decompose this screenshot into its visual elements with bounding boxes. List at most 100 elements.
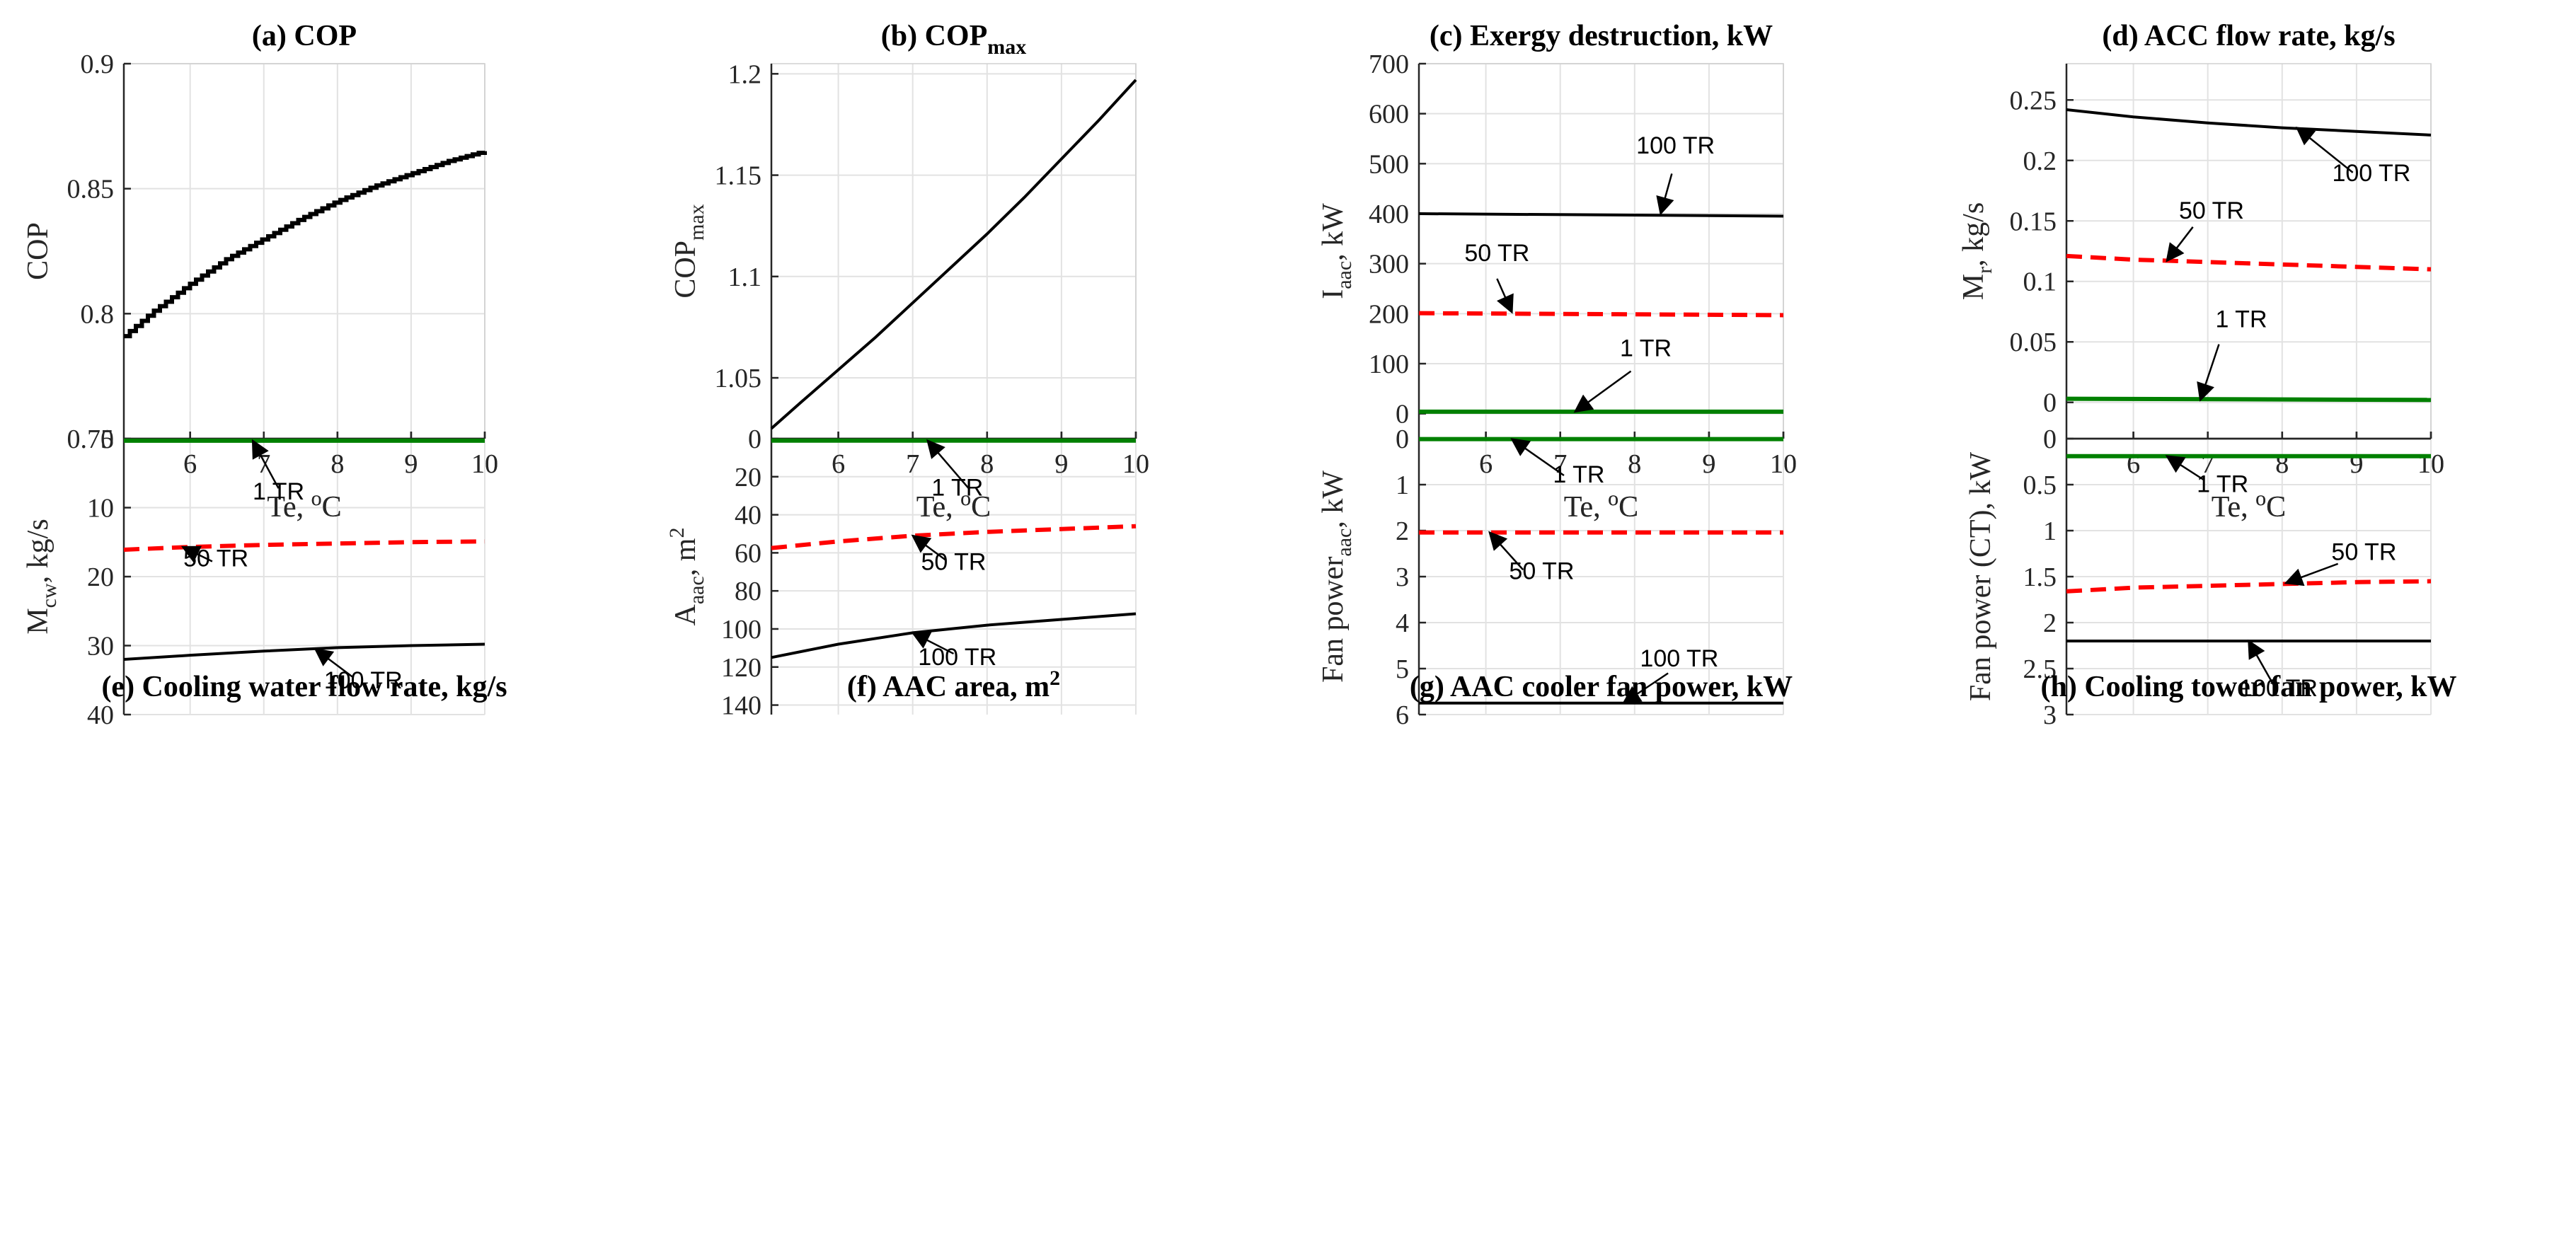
y-tick-label: 0.2: [2023, 146, 2057, 176]
y-tick-label: 30: [87, 632, 114, 662]
series-line: [2066, 579, 2432, 594]
x-tick-label: 8: [330, 449, 344, 479]
annotation-arrow: [926, 439, 970, 489]
annotation-label: 100 TR: [2332, 160, 2410, 187]
x-axis-label: Te, oC: [267, 487, 341, 524]
annotation-arrow: [2248, 639, 2276, 688]
y-tick-label: 120: [721, 653, 761, 683]
y-tick-label: 2: [2043, 608, 2057, 638]
annotation-label: 100 TR: [1636, 132, 1715, 159]
annotation-arrow: [1656, 173, 1674, 216]
y-axis-label: Fan power (CT), kW: [1965, 452, 1997, 702]
x-tick-label: 9: [2350, 449, 2363, 479]
x-axis-label: Te, oC: [2212, 487, 2286, 524]
y-axis-label: Mr, kg/s: [1957, 202, 1996, 300]
series-line: [1418, 212, 1784, 218]
annotation-label: 1 TR: [2215, 306, 2267, 333]
series-line: [123, 539, 485, 552]
series-line: [771, 612, 1137, 659]
plot-area: [2066, 63, 2432, 439]
y-tick-label: 40: [735, 501, 761, 531]
y-tick-label: 140: [721, 691, 761, 721]
annotation-label: 1 TR: [2197, 470, 2248, 497]
y-tick-label: 0: [748, 425, 761, 454]
y-tick-label: 200: [1369, 299, 1409, 329]
chart-title: (f) AAC area, m2: [847, 666, 1060, 703]
chart-title: (e) Cooling water flow rate, kg/s: [101, 671, 507, 703]
series-line: [2066, 253, 2432, 272]
chart-title: (c) Exergy destruction, kW: [1430, 20, 1773, 52]
y-tick-label: 1: [2043, 516, 2057, 546]
annotation-arrow: [314, 647, 353, 678]
y-tick-label: 0.05: [2010, 328, 2057, 357]
series-line: [123, 642, 485, 661]
annotation-arrow: [2197, 344, 2220, 402]
y-tick-label: 2: [1396, 516, 1409, 546]
y-tick-label: 400: [1369, 200, 1409, 229]
x-axis-label: Te, oC: [2212, 487, 2286, 524]
annotation-label: 50 TR: [2179, 197, 2244, 224]
annotation-arrow: [1496, 278, 1514, 314]
y-tick-label: 1.2: [728, 59, 762, 89]
y-tick-label: 20: [87, 562, 114, 592]
x-tick-label: 6: [2127, 449, 2140, 479]
x-tick-label: 7: [906, 449, 919, 479]
annotation-label: 100 TR: [324, 667, 403, 694]
annotation-label: 1 TR: [253, 478, 304, 505]
annotation-label: 1 TR: [1553, 461, 1604, 488]
annotation-arrow: [1621, 672, 1669, 705]
chart-title: (h) Cooling tower fan power, kW: [2040, 671, 2456, 703]
chart-title: (a) COP: [252, 20, 357, 52]
y-tick-label: 500: [1369, 149, 1409, 179]
annotation-arrow: [2284, 562, 2339, 587]
y-axis-label: COPmax: [669, 204, 708, 298]
x-tick-label: 9: [404, 449, 418, 479]
series-line: [2066, 396, 2432, 403]
x-tick-label: 10: [471, 449, 498, 479]
chart-panel-2: 6 7 8 9 10 1.05 1.1 1.15 1.2 (b) COPmax Te, oC COPm…: [669, 20, 1149, 524]
y-axis-label: Aaac, m2: [665, 528, 708, 626]
annotation-arrow: [1488, 531, 1524, 571]
y-axis-label: Fan poweraac, kW: [1317, 470, 1356, 683]
plot-area: [771, 63, 1137, 439]
x-tick-label: 9: [1054, 449, 1068, 479]
y-tick-label: 0: [100, 425, 114, 454]
y-tick-label: 100: [1369, 350, 1409, 379]
annotation-label: 1 TR: [1620, 335, 1672, 362]
annotation-label: 50 TR: [183, 545, 248, 572]
y-tick-label: 0: [1396, 425, 1409, 454]
y-tick-label: 1.15: [715, 161, 762, 191]
y-tick-label: 600: [1369, 100, 1409, 129]
y-tick-label: 1.5: [2023, 562, 2057, 592]
y-axis-label: Mcw, kg/s: [22, 519, 61, 634]
y-tick-label: 80: [735, 577, 761, 606]
series-line: [770, 79, 1137, 430]
x-tick-label: 10: [1770, 449, 1797, 479]
annotation-arrow: [2166, 226, 2194, 262]
y-axis-label: Iaac, kW: [1317, 203, 1356, 299]
x-axis-label: Te, oC: [1564, 487, 1638, 524]
series-line: [2066, 108, 2432, 137]
annotation-label: 1 TR: [931, 475, 983, 502]
x-tick-label: 8: [1628, 449, 1641, 479]
y-tick-label: 0.5: [2023, 470, 2057, 500]
y-tick-label: 3: [1396, 562, 1409, 592]
y-tick-label: 1.1: [728, 262, 762, 292]
annotation-arrow: [911, 632, 955, 655]
annotation-label: 100 TR: [1640, 645, 1718, 672]
annotation-arrow: [911, 534, 947, 562]
x-tick-label: 8: [2275, 449, 2289, 479]
annotation-label: 50 TR: [1464, 240, 1529, 267]
annotation-arrow: [180, 545, 213, 563]
y-tick-label: 0.15: [2010, 207, 2057, 236]
y-tick-label: 0.1: [2023, 267, 2057, 297]
annotation-label: 50 TR: [1509, 558, 1574, 584]
y-tick-label: 0: [1396, 400, 1409, 429]
series-line: [124, 150, 487, 339]
annotation-arrow: [1510, 438, 1565, 477]
x-tick-label: 10: [2417, 449, 2444, 479]
